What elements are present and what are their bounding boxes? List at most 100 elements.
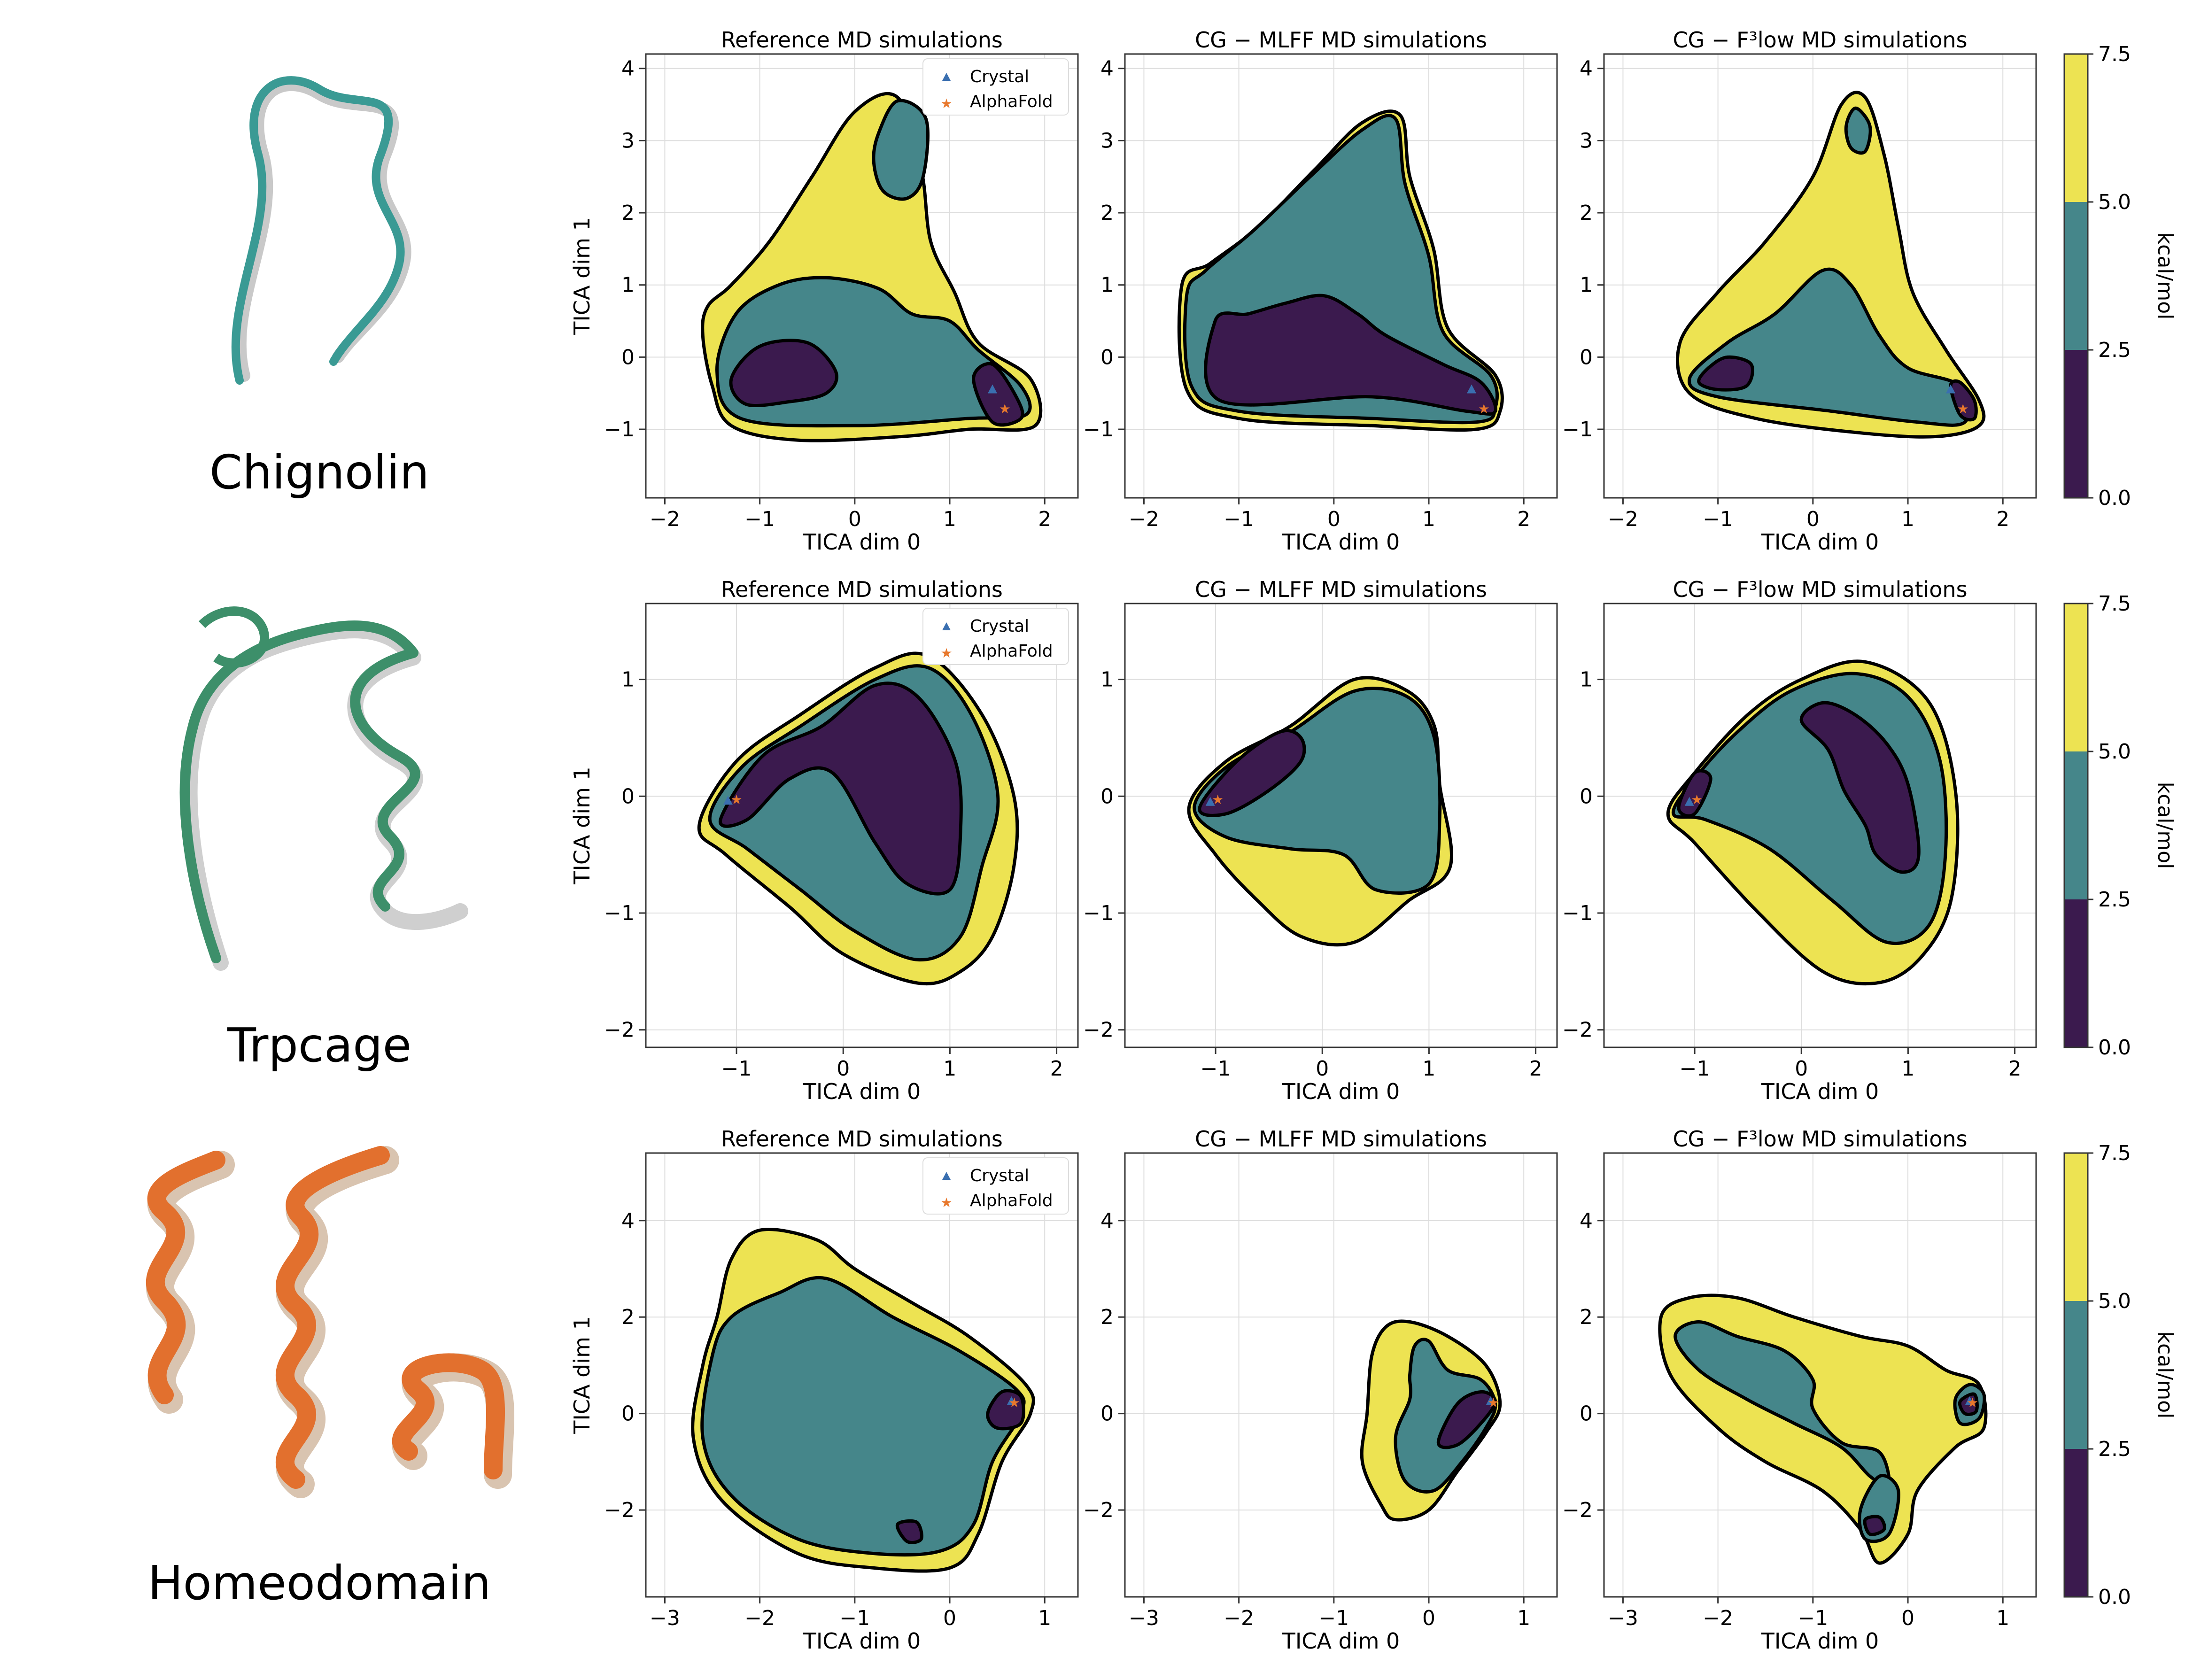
region-low — [1198, 729, 1306, 817]
y-tick-label: 3 — [1580, 129, 1593, 153]
legend-entry-alphafold: AlphaFold — [970, 642, 1053, 661]
axes-frame — [645, 53, 1079, 499]
axes-frame — [1603, 1152, 2037, 1598]
x-tick-label: −1 — [1201, 1057, 1231, 1081]
x-tick-label: −1 — [1224, 507, 1254, 531]
panel-2-2: ★ −3 −2 −1 0 1 −2 0 2 4 CG − F³low MD simulations T… — [1562, 1126, 2037, 1654]
free-energy-regions — [697, 651, 1019, 986]
y-tick-label: 2 — [621, 201, 635, 225]
legend-box — [922, 58, 1069, 116]
y-axis-label: TICA dim 1 — [569, 1316, 595, 1434]
legend-entry-crystal: Crystal — [970, 1166, 1029, 1185]
region-low — [719, 681, 963, 896]
x-tick-label: −1 — [721, 1057, 752, 1081]
panel-0-2: ★ −2 −1 0 1 2 −1 0 1 2 3 4 CG − F³low MD simulations… — [1562, 27, 2037, 555]
crystal-marker — [1007, 1396, 1016, 1405]
y-tick-label: −1 — [1562, 901, 1593, 925]
y-tick-label: 0 — [1580, 1402, 1593, 1426]
panel-title: CG − MLFF MD simulations — [1195, 1126, 1487, 1152]
colorbar: 0.0 2.5 5.0 7.5 kcal/mol — [2063, 592, 2177, 1060]
y-tick-label: −1 — [604, 418, 635, 441]
colorbar-segment-high — [2064, 1153, 2088, 1301]
colorbar-tick-label: 2.5 — [2098, 338, 2131, 362]
x-tick-label: 0 — [1806, 507, 1820, 531]
y-tick-label: 0 — [1580, 784, 1593, 808]
panel-title: CG − MLFF MD simulations — [1195, 577, 1487, 602]
y-tick-label: 2 — [1580, 201, 1593, 225]
x-tick-label: 1 — [1422, 1057, 1435, 1081]
alphafold-marker: ★ — [1212, 792, 1224, 807]
colorbar-frame — [2063, 1152, 2089, 1598]
y-tick-label: 2 — [1100, 201, 1114, 225]
panel-title: Reference MD simulations — [721, 27, 1003, 53]
legend-entry-alphafold: AlphaFold — [970, 1191, 1053, 1210]
colorbar-segment-low — [2064, 350, 2088, 498]
y-tick-label: 4 — [1100, 1209, 1114, 1233]
x-tick-label: 0 — [1327, 507, 1340, 531]
x-tick-label: 2 — [1038, 507, 1051, 531]
colorbar-frame — [2063, 53, 2089, 499]
x-axis-label: TICA dim 0 — [803, 1079, 921, 1104]
y-axis-label: TICA dim 1 — [569, 766, 595, 885]
y-tick-label: 1 — [1100, 273, 1114, 297]
x-tick-label: −2 — [1224, 1606, 1254, 1630]
crystal-marker — [1684, 797, 1694, 806]
x-tick-label: −1 — [744, 507, 775, 531]
grid — [1125, 1153, 1557, 1597]
protein-label-chignolin: Chignolin — [209, 445, 429, 500]
x-tick-label: 1 — [1901, 507, 1914, 531]
y-tick-label: −2 — [1562, 1018, 1593, 1042]
chart-row-chignolin: ★ −2 −1 0 1 2 −1 0 1 2 3 4 Reference MD simulations T… — [569, 27, 2177, 555]
region-low — [1799, 701, 1921, 874]
crystal-marker — [723, 796, 733, 805]
colorbar-tick-label: 2.5 — [2098, 1437, 2131, 1461]
region-mid — [1674, 1320, 1891, 1489]
alphafold-marker: ★ — [1478, 401, 1490, 417]
x-tick-label: 1 — [1517, 1606, 1530, 1630]
x-tick-label: 1 — [1901, 1057, 1914, 1081]
legend-alphafold-marker: ★ — [940, 1195, 952, 1210]
region-low — [1204, 294, 1497, 416]
x-tick-label: 0 — [848, 507, 861, 531]
panel-title: CG − MLFF MD simulations — [1195, 27, 1487, 53]
y-tick-label: −2 — [1083, 1498, 1114, 1522]
alphafold-marker: ★ — [1957, 401, 1969, 417]
colorbar: 0.0 2.5 5.0 7.5 kcal/mol — [2063, 42, 2177, 510]
x-tick-label: 2 — [2008, 1057, 2022, 1081]
protein-label-trpcage: Trpcage — [227, 1018, 411, 1073]
legend-entry-alphafold: AlphaFold — [970, 92, 1053, 111]
x-tick-label: 2 — [1996, 507, 2009, 531]
region-low — [1436, 1390, 1497, 1449]
free-energy-regions — [691, 1228, 1035, 1573]
y-tick-label: 4 — [621, 1209, 635, 1233]
region-low — [1697, 355, 1754, 392]
y-tick-label: 4 — [621, 57, 635, 81]
colorbar-frame — [2063, 603, 2089, 1048]
y-tick-label: 0 — [621, 784, 635, 808]
x-tick-label: 1 — [1422, 507, 1435, 531]
crystal-marker — [1205, 797, 1215, 806]
x-axis-label: TICA dim 0 — [1761, 1628, 1879, 1654]
crystal-marker — [1946, 384, 1956, 394]
colorbar-tick-label: 0.0 — [2098, 1585, 2131, 1609]
y-tick-label: 2 — [621, 1305, 635, 1329]
x-tick-label: −2 — [650, 507, 680, 531]
x-tick-label: 1 — [1996, 1606, 2009, 1630]
region-mid — [700, 1276, 1026, 1557]
x-tick-label: −3 — [1129, 1606, 1159, 1630]
y-tick-label: −1 — [1562, 418, 1593, 441]
protein-label-homeodomain: Homeodomain — [147, 1556, 491, 1610]
colorbar-tick-label: 5.0 — [2098, 190, 2131, 214]
x-axis-label: TICA dim 0 — [803, 529, 921, 555]
y-tick-label: −2 — [604, 1018, 635, 1042]
axes-frame — [1603, 53, 2037, 499]
colorbar-tick-label: 0.0 — [2098, 486, 2131, 510]
x-tick-label: 2 — [1517, 507, 1530, 531]
x-tick-label: −3 — [650, 1606, 680, 1630]
axes-frame — [1124, 1152, 1558, 1598]
colorbar-tick-label: 7.5 — [2098, 1141, 2131, 1165]
y-tick-label: −2 — [604, 1498, 635, 1522]
legend-box — [922, 1157, 1069, 1215]
y-tick-label: 0 — [621, 345, 635, 369]
y-tick-label: 0 — [1580, 345, 1593, 369]
